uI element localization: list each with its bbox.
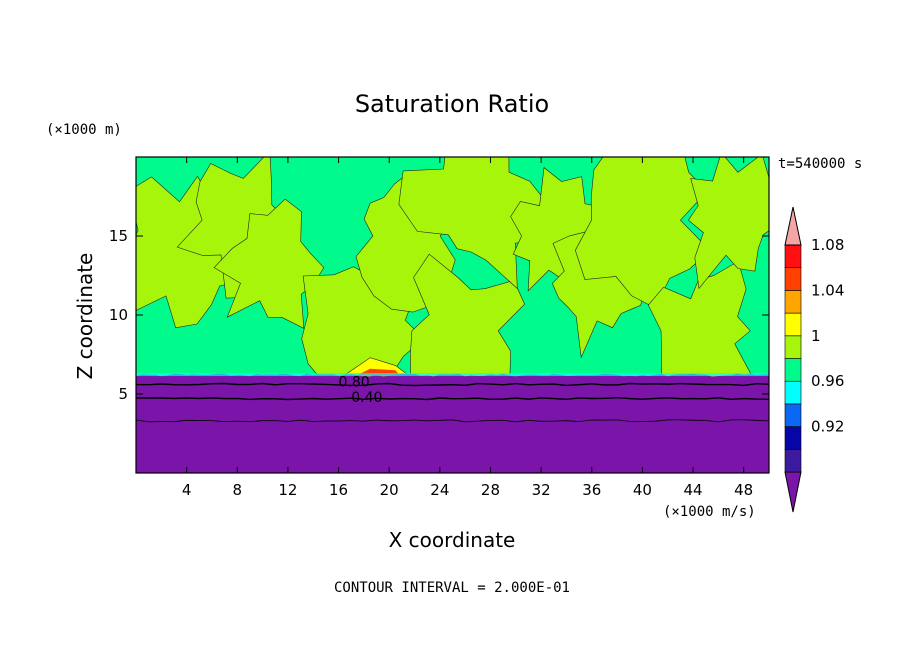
x-axis-label: X coordinate	[389, 528, 516, 552]
x-tick-label: 44	[683, 481, 702, 499]
time-label: t=540000 s	[778, 156, 862, 172]
colorbar-tick-label: 1.04	[811, 281, 844, 299]
supersaturated-patch	[213, 198, 325, 329]
contour-line	[136, 396, 769, 401]
x-tick-label: 36	[582, 481, 601, 499]
contour-line	[136, 382, 769, 387]
x-tick-label: 32	[532, 481, 551, 499]
colorbar-swatch	[784, 380, 802, 405]
colorbar-tick-label: 0.92	[811, 418, 844, 436]
y-tick-label: 5	[118, 385, 128, 403]
y-axis-label: Z coordinate	[73, 253, 97, 380]
colorbar-swatch	[784, 290, 802, 314]
colorbar-swatch	[784, 244, 802, 269]
contour-line	[136, 419, 769, 423]
colorbar-lower-arrow	[784, 471, 802, 513]
x-unit-label: (×1000 m/s)	[663, 504, 756, 520]
x-tick-label: 28	[481, 481, 500, 499]
y-unit-label: (×1000 m)	[46, 122, 122, 138]
colorbar-swatch	[784, 403, 802, 427]
below-cloud-fill	[136, 373, 769, 473]
colorbar-upper-arrow	[784, 206, 802, 246]
x-tick-label: 48	[734, 481, 753, 499]
colorbar-swatch	[784, 448, 802, 473]
colorbar-tick-label: 0.96	[811, 372, 844, 390]
x-tick-label: 8	[233, 481, 243, 499]
contour-label: 0.80	[339, 374, 370, 390]
colorbar-tick-label: 1	[811, 327, 821, 345]
chart-title: Saturation Ratio	[355, 90, 549, 118]
contour-labels: 0.800.40	[339, 374, 383, 406]
y-axis: 5 10 15	[109, 227, 769, 403]
subsaturated-layer	[136, 373, 769, 473]
colorbar-swatch	[784, 426, 802, 450]
colorbar-swatch	[784, 335, 802, 359]
x-axis: 4 8 12 16 20 24 28 32 36 40 44 48	[182, 157, 753, 499]
colorbar-swatch	[784, 358, 802, 382]
supersaturated-patch	[688, 157, 769, 290]
supersaturated-patch	[398, 157, 555, 290]
x-tick-label: 24	[430, 481, 449, 499]
supersaturated-patch	[574, 157, 711, 309]
x-tick-label: 12	[278, 481, 297, 499]
colorbar: 0.92 0.96 1 1.04 1.08	[784, 206, 844, 513]
y-tick-label: 10	[109, 306, 128, 324]
contour-label: 0.40	[351, 390, 382, 406]
colorbar-swatch	[784, 267, 802, 291]
y-tick-label: 15	[109, 227, 128, 245]
x-tick-label: 16	[329, 481, 348, 499]
x-tick-label: 20	[380, 481, 399, 499]
x-tick-label: 40	[633, 481, 652, 499]
contour-interval-footer: CONTOUR INTERVAL = 2.000E-01	[334, 580, 570, 596]
cloud-base-band	[136, 373, 769, 377]
contour-lines	[136, 382, 769, 423]
colorbar-tick-label: 1.08	[811, 236, 844, 254]
plot-area	[136, 157, 769, 473]
colorbar-swatch	[784, 312, 802, 337]
x-tick-label: 4	[182, 481, 192, 499]
